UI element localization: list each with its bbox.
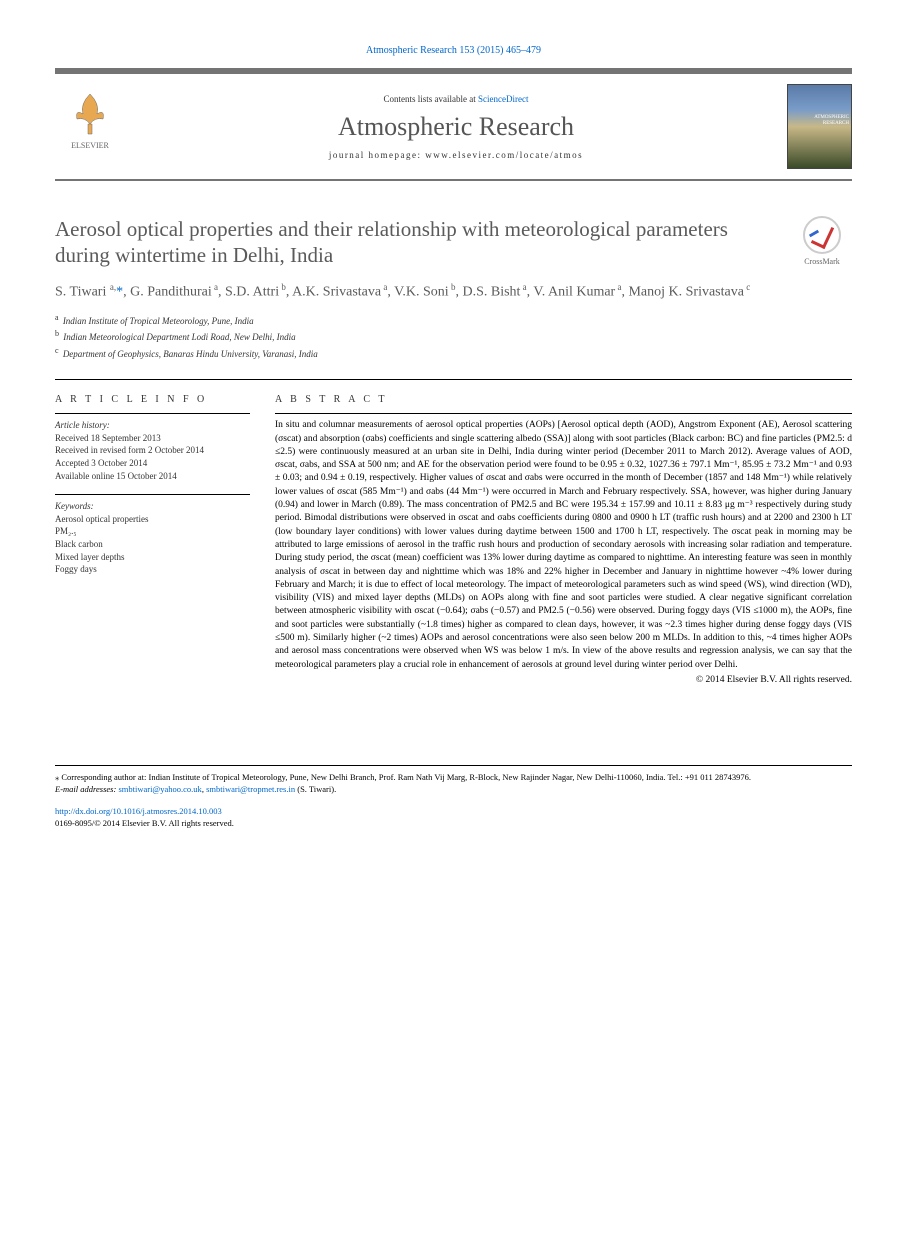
header-citation: Atmospheric Research 153 (2015) 465–479 (55, 45, 852, 56)
homepage-prefix: journal homepage: (329, 150, 425, 160)
accepted-date: Accepted 3 October 2014 (55, 457, 250, 470)
article-info-head: A R T I C L E I N F O (55, 394, 250, 405)
keyword-item: Mixed layer depths (55, 551, 250, 564)
article-history: Article history: Received 18 September 2… (55, 413, 250, 482)
cover-text: ATMOSPHERIC RESEARCH (788, 115, 849, 126)
revised-date: Received in revised form 2 October 2014 (55, 444, 250, 457)
affiliation-line: c Department of Geophysics, Banaras Hind… (55, 345, 852, 362)
crossmark-icon (803, 216, 841, 254)
email-label: E-mail addresses: (55, 784, 118, 794)
email-line: E-mail addresses: smbtiwari@yahoo.co.uk,… (55, 784, 852, 796)
keyword-item: Foggy days (55, 563, 250, 576)
affiliation-line: a Indian Institute of Tropical Meteorolo… (55, 312, 852, 329)
online-date: Available online 15 October 2014 (55, 470, 250, 483)
elsevier-tree-icon (65, 89, 115, 139)
article-title: Aerosol optical properties and their rel… (55, 216, 792, 269)
affiliation-line: b Indian Meteorological Department Lodi … (55, 328, 852, 345)
crossmark-label: CrossMark (792, 257, 852, 266)
received-date: Received 18 September 2013 (55, 432, 250, 445)
journal-header: ELSEVIER Contents lists available at Sci… (55, 68, 852, 181)
issn-line: 0169-8095/© 2014 Elsevier B.V. All right… (55, 818, 852, 830)
abstract-copyright: © 2014 Elsevier B.V. All rights reserved… (275, 675, 852, 685)
elsevier-logo: ELSEVIER (55, 89, 125, 164)
corresponding-author: ⁎ Corresponding author at: Indian Instit… (55, 772, 852, 784)
email-suffix: (S. Tiwari). (295, 784, 336, 794)
history-label: Article history: (55, 419, 250, 432)
sciencedirect-link[interactable]: ScienceDirect (478, 94, 528, 104)
keyword-item: PM₂.₅ (55, 525, 250, 538)
crossmark-widget[interactable]: CrossMark (792, 216, 852, 266)
email-link-2[interactable]: smbtiwari@tropmet.res.in (206, 784, 295, 794)
authors-list: S. Tiwari a,*, G. Pandithurai a, S.D. At… (55, 281, 852, 302)
contents-line: Contents lists available at ScienceDirec… (125, 94, 787, 104)
journal-name: Atmospheric Research (125, 112, 787, 142)
keywords-label: Keywords: (55, 500, 250, 513)
abstract-head: A B S T R A C T (275, 394, 852, 405)
keyword-item: Aerosol optical properties (55, 513, 250, 526)
email-link-1[interactable]: smbtiwari@yahoo.co.uk (118, 784, 201, 794)
section-divider (55, 379, 852, 380)
keyword-item: Black carbon (55, 538, 250, 551)
journal-homepage: journal homepage: www.elsevier.com/locat… (125, 150, 787, 160)
keywords-block: Keywords: Aerosol optical propertiesPM₂.… (55, 494, 250, 576)
affiliations: a Indian Institute of Tropical Meteorolo… (55, 312, 852, 362)
contents-prefix: Contents lists available at (384, 94, 478, 104)
homepage-url[interactable]: www.elsevier.com/locate/atmos (425, 150, 583, 160)
footer: ⁎ Corresponding author at: Indian Instit… (55, 765, 852, 830)
elsevier-label: ELSEVIER (55, 141, 125, 150)
abstract-text: In situ and columnar measurements of aer… (275, 413, 852, 672)
doi-link[interactable]: http://dx.doi.org/10.1016/j.atmosres.201… (55, 806, 222, 816)
journal-cover-thumbnail: ATMOSPHERIC RESEARCH (787, 84, 852, 169)
